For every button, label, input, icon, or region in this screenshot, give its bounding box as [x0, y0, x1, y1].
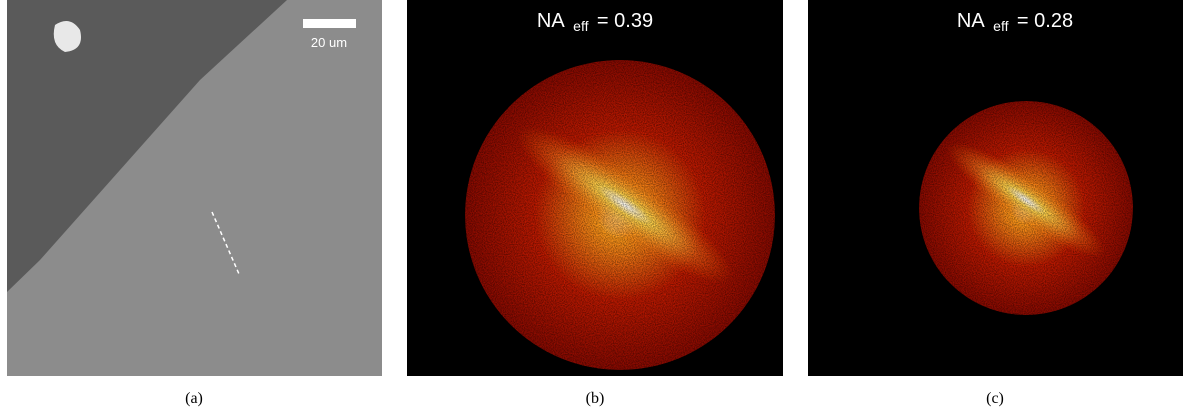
- annotation-subscript: eff: [573, 18, 588, 34]
- annotation-value: = 0.28: [1017, 10, 1073, 32]
- inclusion: [53, 21, 81, 52]
- tissue-band: [7, 0, 287, 292]
- annotation-subscript: eff: [993, 18, 1008, 34]
- caption: (a): [185, 390, 203, 407]
- dashed-line: [211, 211, 240, 275]
- panel-b: NA eff = 0.39: [407, 0, 783, 376]
- annotation-text: NA: [537, 10, 565, 32]
- panel-a: 20 um: [7, 0, 382, 376]
- scale-bar: [303, 19, 356, 28]
- annotation-text: NA: [957, 10, 985, 32]
- caption: (c): [986, 390, 1004, 407]
- scale-label: 20 um: [311, 35, 347, 50]
- annotation-value: = 0.39: [597, 10, 653, 32]
- speckle: [919, 101, 1133, 315]
- annotation: NA eff = 0.39: [537, 10, 653, 35]
- annotation: NA eff = 0.28: [957, 10, 1073, 35]
- panel-c: NA eff = 0.28: [808, 0, 1183, 376]
- caption: (b): [586, 390, 605, 407]
- speckle: [465, 60, 775, 370]
